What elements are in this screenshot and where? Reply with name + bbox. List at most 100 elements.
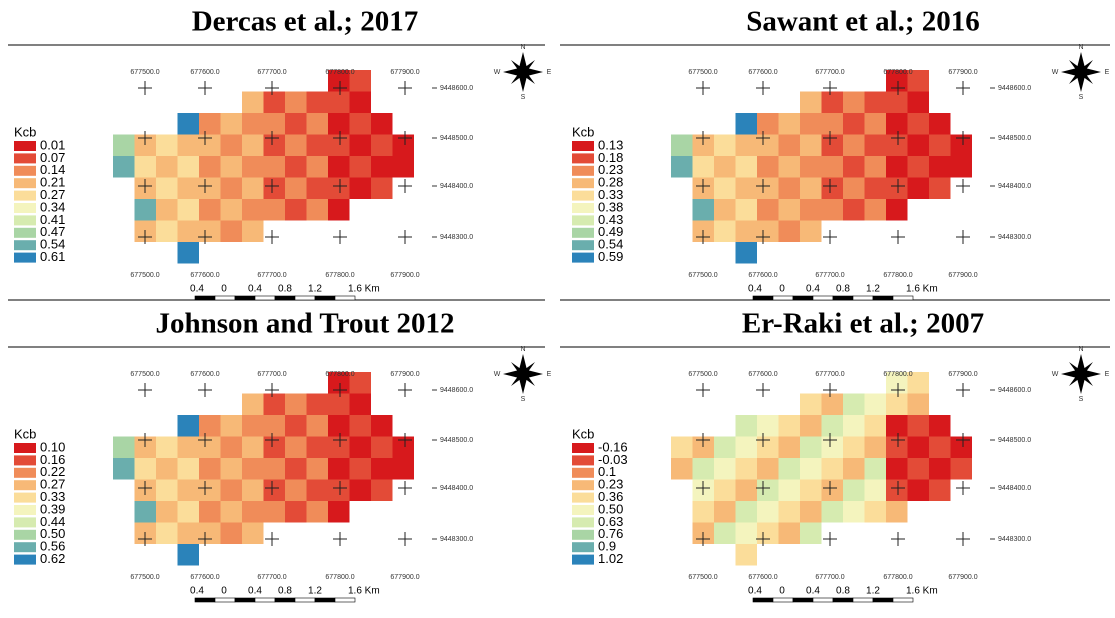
raster-cell [307,92,329,114]
compass-letter: W [494,371,501,378]
raster-cell [242,523,264,545]
raster-cell [908,458,930,480]
scale-label: 0.4 [748,284,762,295]
legend-swatch [572,191,594,201]
scale-bar [235,598,255,602]
raster-cell [736,480,758,502]
raster-cell [242,156,264,178]
raster-cell [307,199,329,221]
scale-label: 1.6 Km [348,586,380,597]
scale-bar [295,296,315,300]
y-coord: 9448400.0 [440,485,473,492]
legend-swatch [572,480,594,490]
raster-cell [199,501,221,523]
raster-cell [242,394,264,416]
raster-cell [736,156,758,178]
raster-cell [350,178,372,200]
raster-cell [285,394,307,416]
raster-cell [285,156,307,178]
raster-cell [199,221,221,243]
scale-label: 0.8 [278,586,292,597]
legend-title: Kcb [572,426,594,441]
scale-bar [335,598,355,602]
raster-cell [800,458,822,480]
raster-cell [951,156,973,178]
legend-label: 0.59 [598,249,623,264]
raster-cell [371,458,393,480]
raster-cell [242,458,264,480]
raster-cell [178,415,200,437]
raster-cell [714,480,736,502]
raster-cell [393,156,415,178]
legend-swatch [14,191,36,201]
raster-cell [371,135,393,157]
scale-bar [275,598,295,602]
map-panel: Johnson and Trout 2012677500.0677500.067… [14,308,552,602]
legend-swatch [572,228,594,238]
raster-cell [736,501,758,523]
y-coord: 9448400.0 [440,183,473,190]
compass-letter: E [1105,69,1110,76]
x-coord-bottom: 677600.0 [190,272,219,279]
x-coord-top: 677500.0 [130,69,159,76]
raster-cell [135,199,157,221]
compass-letter: S [1079,94,1084,101]
raster-cell [328,458,350,480]
scale-bar [813,598,833,602]
raster-cell [886,113,908,135]
raster-cell [328,92,350,114]
y-coord: 9448600.0 [440,387,473,394]
x-coord-top: 677800.0 [325,371,354,378]
x-coord-bottom: 677600.0 [748,272,777,279]
raster-cell [156,437,178,459]
legend-label: 1.02 [598,551,623,566]
raster-cell [779,113,801,135]
raster-cell [264,92,286,114]
raster-cell [350,92,372,114]
x-coord-bottom: 677800.0 [325,272,354,279]
legend-swatch [14,480,36,490]
scale-label: 0.4 [748,586,762,597]
raster-cell [886,480,908,502]
raster-cell [671,135,693,157]
raster-cell [929,113,951,135]
raster-cell [350,480,372,502]
raster-cell [242,92,264,114]
legend-swatch [572,141,594,151]
legend-swatch [572,468,594,478]
x-coord-top: 677700.0 [815,371,844,378]
raster-cell [113,135,135,157]
raster-cell [328,113,350,135]
raster-cell [886,415,908,437]
raster-cell [779,415,801,437]
raster-cell [178,242,200,264]
scale-bar [753,598,773,602]
compass-letter: S [1079,396,1084,403]
raster-cell [156,178,178,200]
raster-cell [908,135,930,157]
raster-cell [135,458,157,480]
x-coord-top: 677700.0 [257,69,286,76]
scale-label: 0 [779,284,785,295]
raster-cell [757,523,779,545]
x-coord-top: 677600.0 [748,69,777,76]
legend-swatch [14,240,36,250]
scale-bar [853,296,873,300]
raster-cell [178,523,200,545]
raster-cell [178,199,200,221]
y-coord: 9448300.0 [440,234,473,241]
scale-label: 0.8 [278,284,292,295]
raster-cell [156,523,178,545]
raster-cell [285,113,307,135]
scale-label: 0.4 [190,586,204,597]
raster-cell [221,135,243,157]
raster-cell [757,480,779,502]
raster-cell [307,156,329,178]
raster-cell [822,156,844,178]
raster-cell [800,113,822,135]
raster-cell [371,437,393,459]
raster-cell [178,178,200,200]
raster-cell [693,156,715,178]
map-panel: Dercas et al.; 2017677500.0677500.067760… [14,6,552,300]
raster-cell [350,135,372,157]
